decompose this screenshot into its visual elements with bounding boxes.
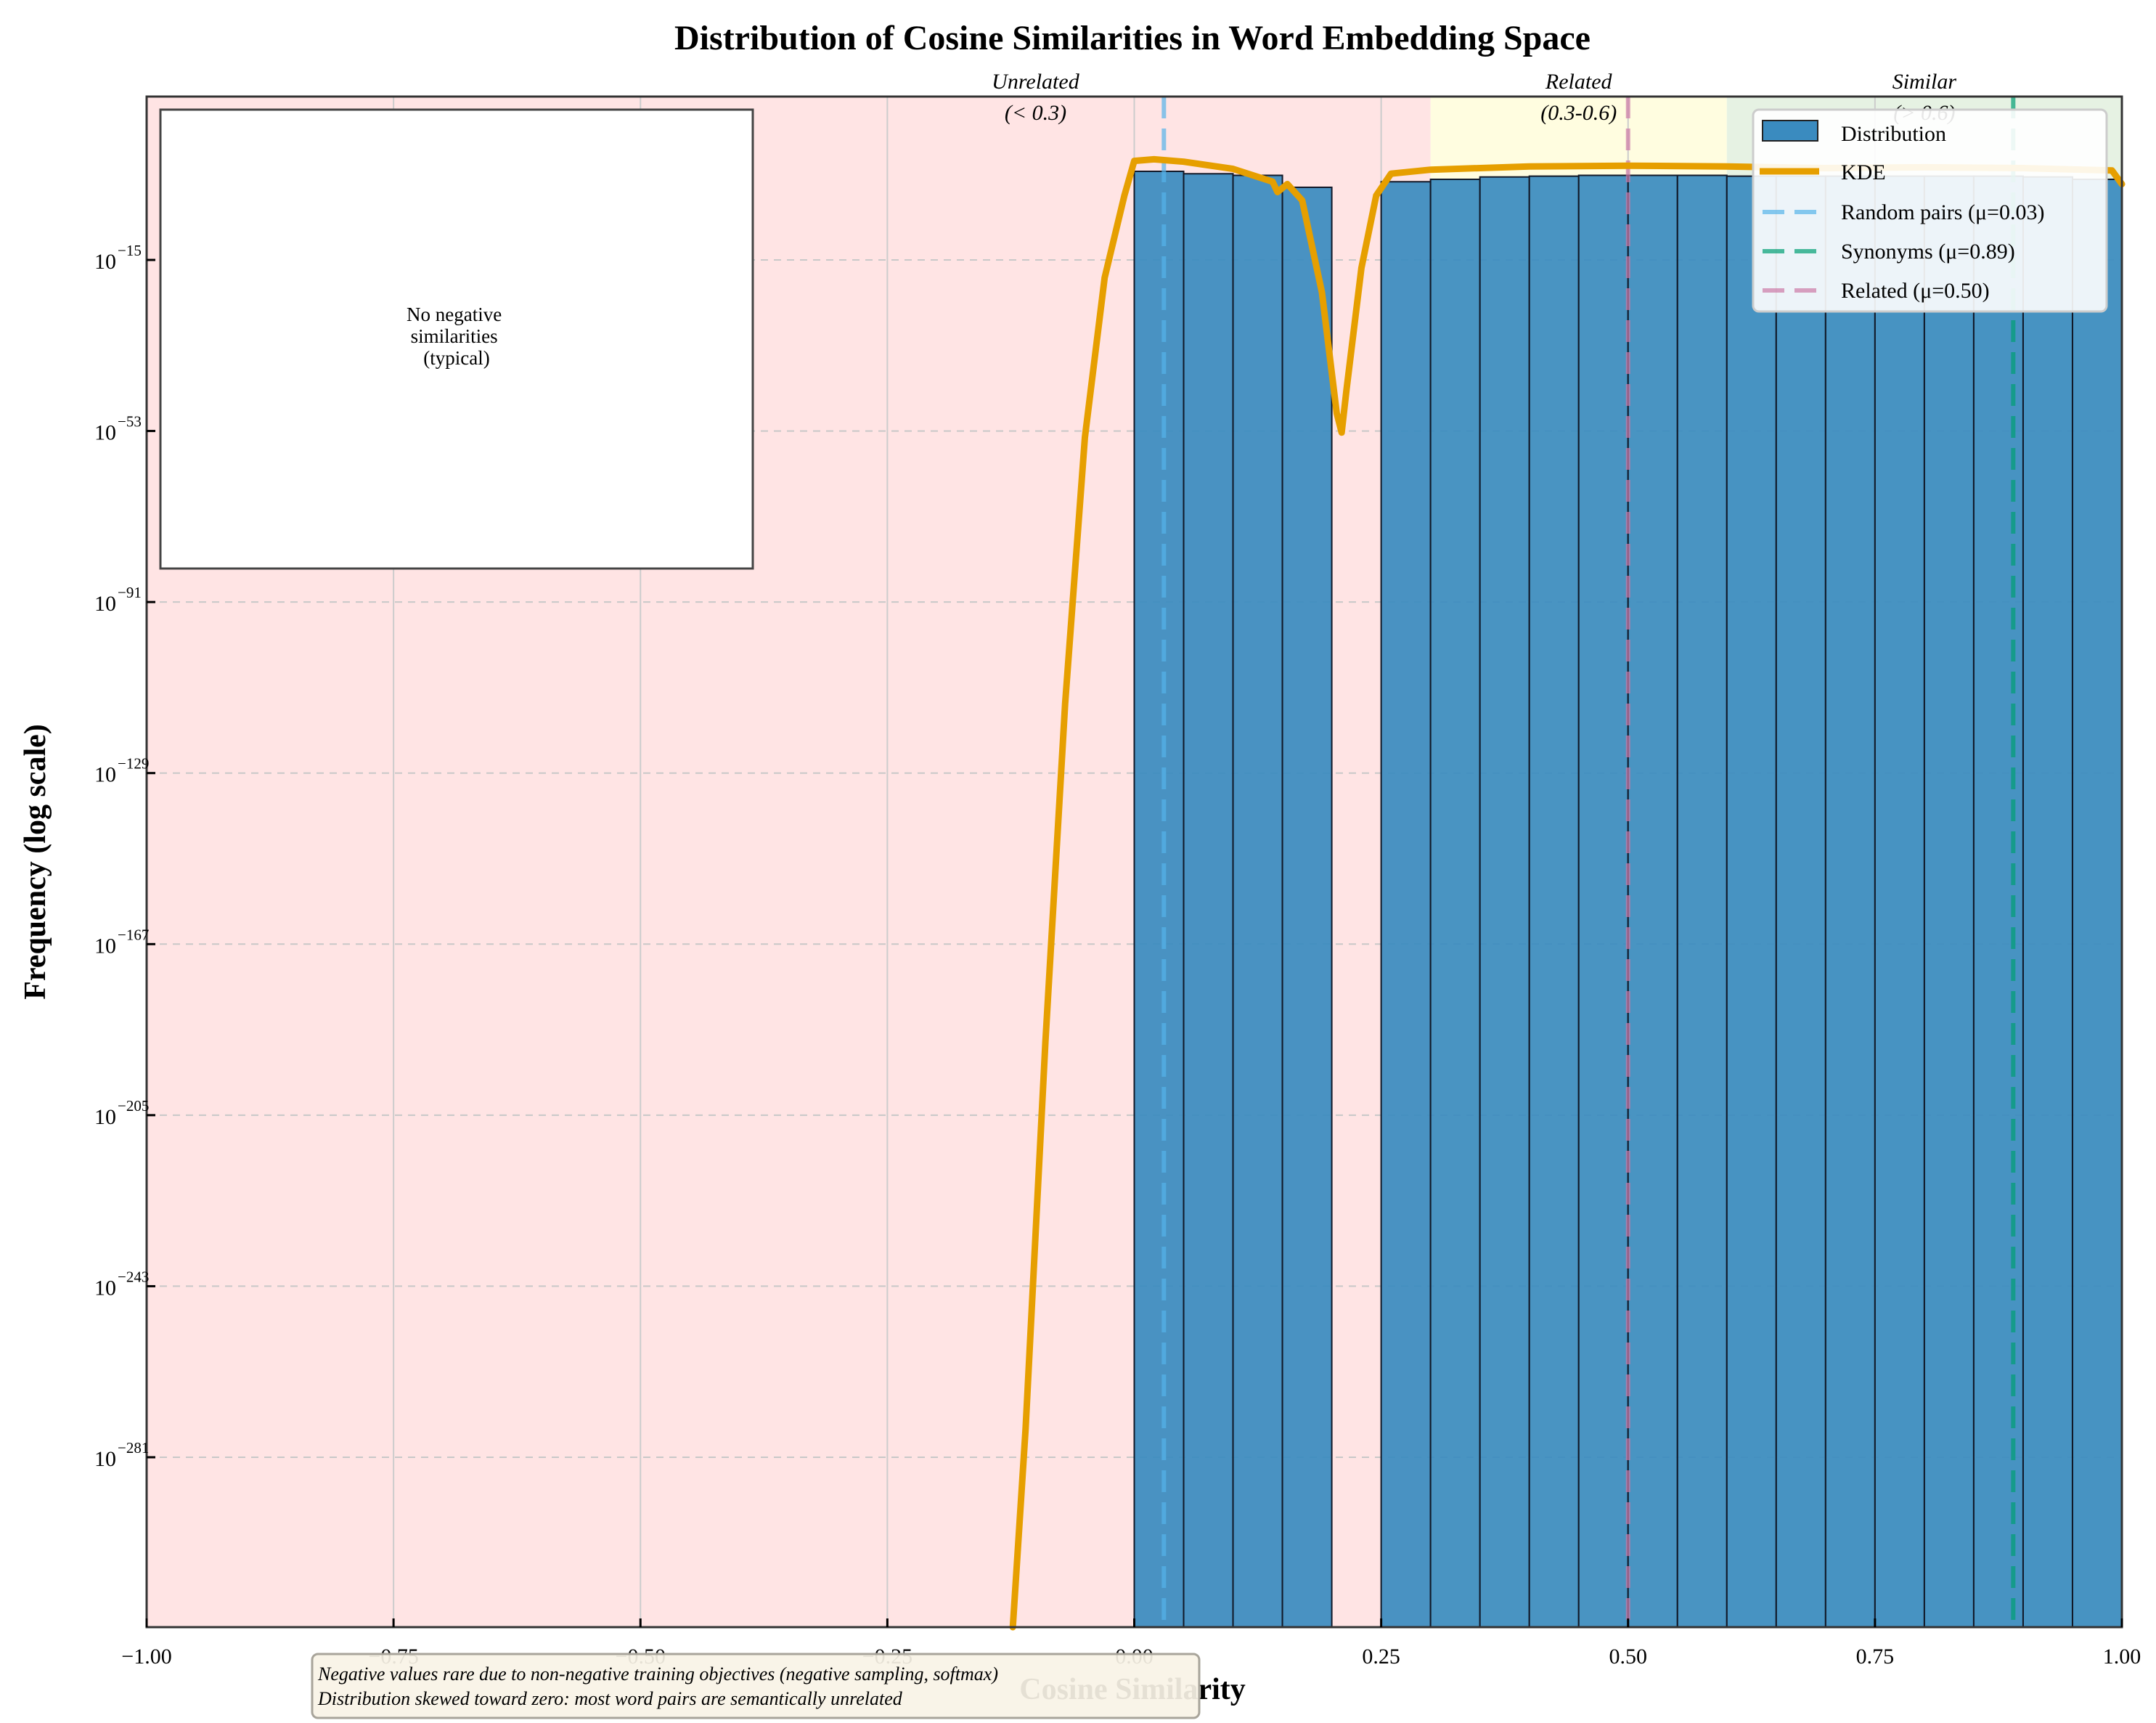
histogram-bar — [1133, 171, 1185, 1628]
svg-text:No negative similarities: No negative similarities (typical) — [407, 304, 507, 369]
histogram-bar — [1923, 175, 1975, 1629]
y-tick-exponent: −205 — [118, 1097, 149, 1115]
y-tick-label: 10 — [94, 592, 116, 616]
inset-line-1: No negative — [407, 304, 502, 325]
histogram-bar — [1380, 181, 1432, 1628]
region-label-range: (< 0.3) — [1005, 101, 1066, 125]
histogram-bar — [1874, 175, 1925, 1629]
y-tick-exponent: −243 — [118, 1268, 149, 1285]
y-tick-exponent: −15 — [118, 242, 142, 259]
x-tick-label: 0.75 — [1856, 1645, 1895, 1669]
inset-line-3: (typical) — [423, 347, 489, 369]
y-tick-exponent: −53 — [118, 413, 142, 431]
legend-label-related: Related (μ=0.50) — [1841, 279, 1990, 303]
y-tick-exponent: −281 — [118, 1439, 149, 1457]
region-label-range: (0.3-0.6) — [1540, 101, 1617, 125]
y-tick-label: 10 — [94, 1105, 116, 1129]
histogram-bar — [1232, 174, 1283, 1628]
histogram-bar — [1479, 176, 1530, 1629]
x-tick-label: −1.00 — [121, 1645, 171, 1669]
y-tick-label: 10 — [94, 250, 116, 274]
histogram-bar — [1577, 174, 1629, 1628]
histogram-bar — [2022, 176, 2073, 1629]
legend-label-random: Random pairs (μ=0.03) — [1841, 200, 2044, 224]
histogram-bar — [1824, 175, 1876, 1629]
histogram-bar — [1676, 174, 1728, 1628]
kde-curve — [1009, 155, 2126, 1631]
note-line-2: Distribution skewed toward zero: most wo… — [317, 1688, 903, 1709]
histogram-bar — [1972, 175, 2024, 1629]
histogram-bar — [1528, 175, 1580, 1629]
x-tick-label: 0.50 — [1609, 1645, 1648, 1669]
y-tick-exponent: −91 — [118, 584, 142, 601]
y-tick-exponent: −167 — [118, 926, 149, 943]
x-tick-label: 1.00 — [2103, 1645, 2141, 1669]
y-tick-label: 10 — [94, 1276, 116, 1300]
y-tick-label: 10 — [94, 1447, 116, 1471]
legend: Distribution KDE Random pairs (μ=0.03) S… — [1752, 108, 2108, 313]
chart-title: Distribution of Cosine Similarities in W… — [674, 19, 1591, 57]
histogram-bar — [1627, 174, 1678, 1628]
histogram-bar — [1183, 173, 1234, 1628]
legend-label-distribution: Distribution — [1841, 122, 1946, 146]
note-box: Negative values rare due to non-negative… — [311, 1653, 1201, 1719]
region-label-name: Unrelated — [992, 70, 1080, 94]
region-label-name: Related — [1545, 70, 1613, 94]
legend-label-synonyms: Synonyms (μ=0.89) — [1841, 240, 2015, 264]
y-tick-label: 10 — [94, 934, 116, 958]
note-line-1: Negative values rare due to non-negative… — [317, 1663, 998, 1685]
region-label-name: Similar — [1892, 70, 1957, 94]
histogram-bar — [1726, 175, 1777, 1629]
inset-box: No negative similarities (typical) — [159, 108, 754, 570]
y-axis-label: Frequency (log scale) — [19, 724, 52, 999]
inset-line-2: similarities — [411, 325, 498, 347]
histogram-bar — [1775, 175, 1826, 1629]
legend-swatch-distribution — [1762, 120, 1818, 142]
histogram-bar — [1429, 179, 1481, 1628]
histogram-bar — [1281, 187, 1333, 1628]
y-tick-label: 10 — [94, 763, 116, 787]
histogram-bar — [2071, 179, 2123, 1628]
y-tick-exponent: −129 — [118, 755, 149, 773]
legend-label-kde: KDE — [1841, 160, 1886, 184]
x-tick-label: 0.25 — [1362, 1645, 1400, 1669]
y-tick-label: 10 — [94, 421, 116, 445]
